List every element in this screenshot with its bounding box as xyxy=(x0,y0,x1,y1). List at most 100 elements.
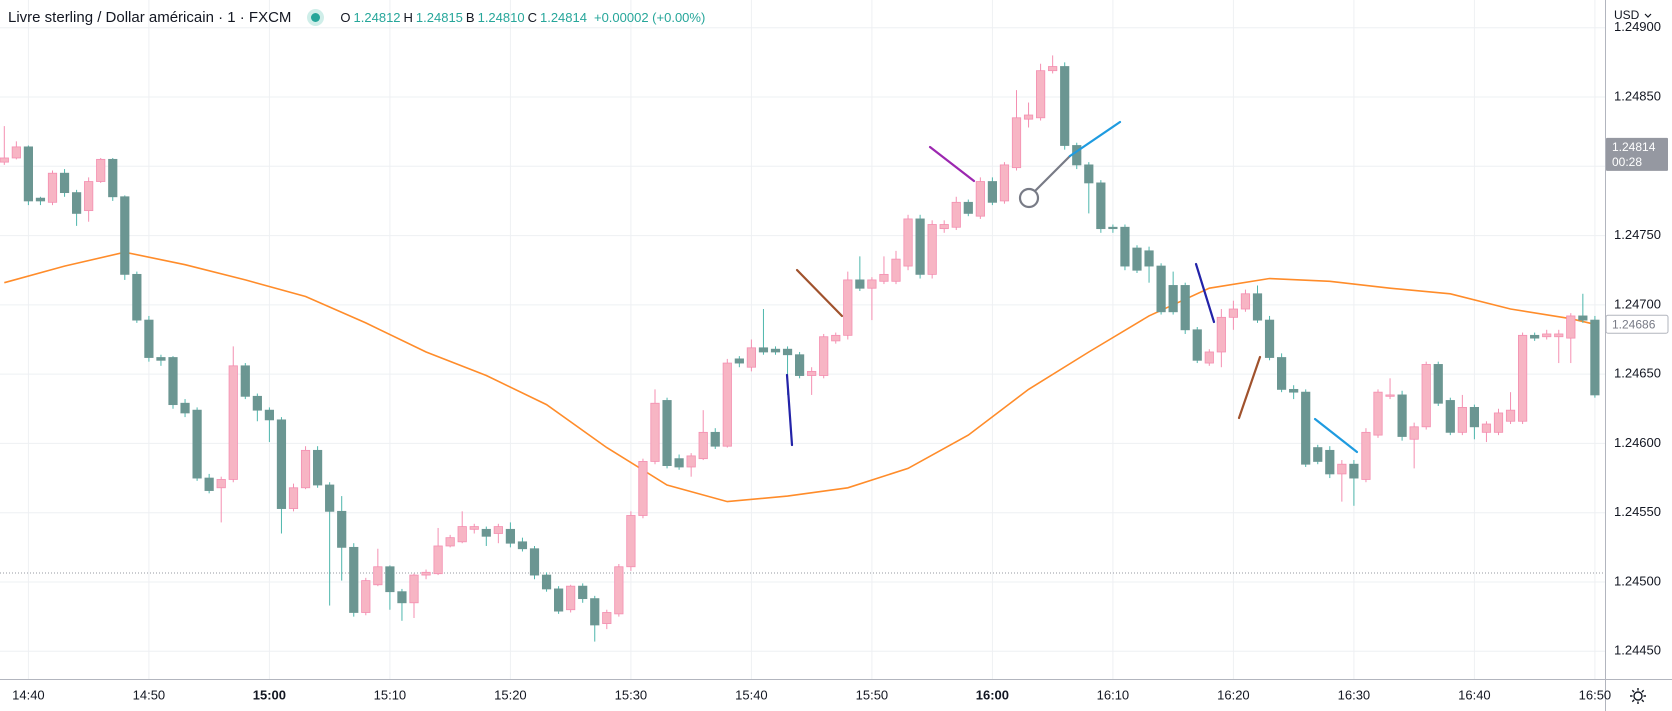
last-price-label: 1.24814 xyxy=(1612,140,1656,154)
candle-body xyxy=(421,571,431,576)
candle-body xyxy=(638,461,648,516)
candle-body xyxy=(867,279,877,289)
candle-body xyxy=(831,334,841,342)
y-tick-label: 1.24650 xyxy=(1614,366,1661,381)
legend-change: +0.00002 (+0.00%) xyxy=(593,10,706,25)
candle-body xyxy=(132,273,142,321)
y-tick-label: 1.24450 xyxy=(1614,643,1661,658)
drawing-line[interactable] xyxy=(1034,154,1072,192)
currency-button[interactable]: USD xyxy=(1614,8,1640,22)
candle-body xyxy=(1542,333,1552,338)
y-tick-label: 1.24550 xyxy=(1614,504,1661,519)
candle-body xyxy=(1578,315,1588,321)
legend-field-label: C xyxy=(527,10,537,25)
candle-body xyxy=(529,548,540,576)
candle-body xyxy=(819,336,829,376)
candle-body xyxy=(807,370,817,376)
candle-body xyxy=(325,484,335,512)
moving-average xyxy=(4,251,1596,503)
candle-body xyxy=(1252,293,1263,321)
candle-body xyxy=(1481,423,1492,433)
candle-body xyxy=(1325,449,1335,475)
drawing-line[interactable] xyxy=(1237,355,1262,420)
candle-body xyxy=(264,409,275,421)
candle-body xyxy=(517,541,528,550)
candle-body xyxy=(1289,388,1299,393)
axes: 1.24450 1.24500 1.24550 1.24600 1.24650 1.247… xyxy=(12,19,1669,702)
candle-body xyxy=(252,395,262,411)
market-status xyxy=(311,13,321,22)
legend-field-value: 1.24815 xyxy=(415,10,463,25)
candle-body xyxy=(1120,226,1130,267)
candle-body xyxy=(156,357,166,361)
drawing-line[interactable] xyxy=(928,145,976,183)
y-tick-label: 1.24900 xyxy=(1614,19,1661,34)
candle-body xyxy=(493,526,503,534)
candle-body xyxy=(35,197,46,202)
drawing-line[interactable] xyxy=(795,268,844,318)
candle-body xyxy=(843,279,853,336)
candle-body xyxy=(96,158,106,182)
candle-body xyxy=(1337,463,1347,475)
drawing-line[interactable] xyxy=(1313,417,1359,454)
x-tick-label: 16:10 xyxy=(1097,687,1130,702)
candle-body xyxy=(1349,463,1359,479)
x-tick-label: 15:10 xyxy=(374,687,407,702)
settings-button[interactable] xyxy=(1630,688,1646,704)
candle-body xyxy=(1313,447,1323,462)
candle-body xyxy=(481,528,491,537)
candle-body xyxy=(337,510,347,548)
candle-body xyxy=(1505,409,1516,422)
y-tick-label: 1.24600 xyxy=(1614,435,1661,450)
legend: Livre sterling / Dollar américain · 1 · … xyxy=(8,9,705,26)
candle-body xyxy=(349,546,359,613)
candle-body xyxy=(1144,250,1154,267)
candle-body xyxy=(409,574,419,604)
candle-body xyxy=(566,585,576,611)
candle-body xyxy=(1493,412,1504,433)
candle-body xyxy=(1156,265,1166,313)
candle-body xyxy=(963,201,973,214)
candle-body xyxy=(1011,117,1022,169)
candle-body xyxy=(891,258,901,282)
currency-caret[interactable] xyxy=(1644,13,1652,18)
candle-body xyxy=(590,598,600,626)
last-price-badge xyxy=(1606,137,1668,171)
drawing-handle[interactable] xyxy=(1018,187,1040,209)
candle-body xyxy=(1216,316,1226,353)
y-tick-label: 1.24700 xyxy=(1614,296,1661,311)
candle-body xyxy=(180,402,190,414)
candle-body xyxy=(445,537,455,547)
candle-body xyxy=(1023,114,1034,120)
candle-body xyxy=(469,526,479,530)
candle-body xyxy=(385,566,395,593)
candle-body xyxy=(614,566,624,615)
drawing-line[interactable] xyxy=(785,373,794,447)
candle-body xyxy=(1566,315,1576,339)
candle-body xyxy=(722,362,732,447)
candle-body xyxy=(674,458,684,468)
candle-body xyxy=(216,479,226,489)
legend-field-value: 1.24814 xyxy=(539,10,587,25)
symbol-title[interactable]: Livre sterling / Dollar américain · 1 · … xyxy=(8,9,292,26)
candle-body xyxy=(951,201,961,228)
plot-area xyxy=(0,0,1605,679)
candle-body xyxy=(975,181,985,217)
drawing-line[interactable] xyxy=(1068,120,1122,158)
candle-body xyxy=(1180,285,1190,331)
candle-body xyxy=(457,526,467,543)
y-tick-label: 1.24750 xyxy=(1614,227,1661,242)
candle-body xyxy=(734,358,744,364)
x-tick-label: 16:20 xyxy=(1217,687,1250,702)
candle-body xyxy=(987,181,998,203)
drawing-line[interactable] xyxy=(1194,262,1216,324)
candle-body xyxy=(1060,66,1070,146)
drawings xyxy=(785,120,1359,454)
legend-field-label: O xyxy=(340,10,351,25)
ma-price-badge xyxy=(1605,314,1669,334)
x-tick-label: 16:00 xyxy=(976,687,1009,702)
x-tick-label: 15:30 xyxy=(615,687,648,702)
candle-body xyxy=(23,146,34,202)
candle-body xyxy=(939,224,949,230)
